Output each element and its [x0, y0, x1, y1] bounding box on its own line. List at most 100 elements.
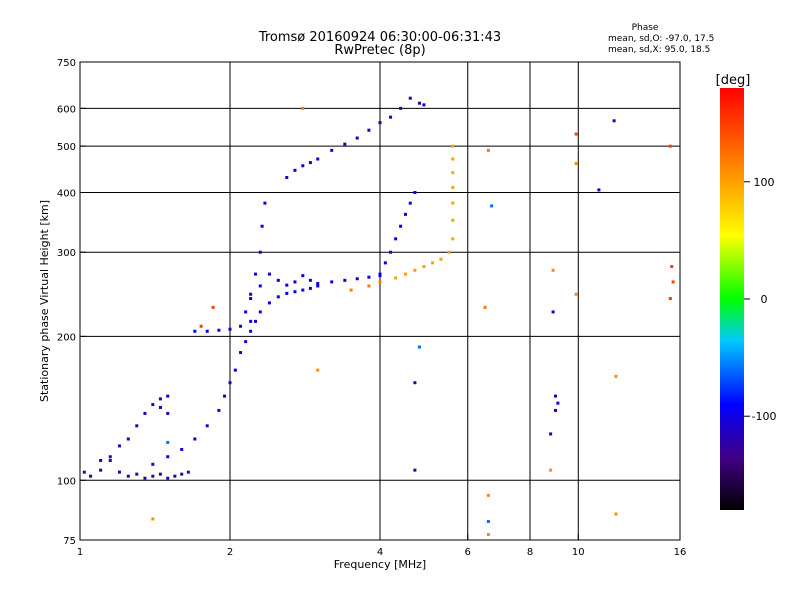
colorbar-label: [deg] [716, 73, 751, 88]
data-point [597, 188, 601, 192]
data-point [549, 432, 553, 436]
x-axis-label: Frequency [MHz] [334, 558, 426, 571]
data-point [258, 310, 262, 314]
data-point [451, 157, 455, 161]
data-point [417, 345, 421, 349]
data-point [394, 276, 398, 280]
y-tick-label: 300 [57, 248, 76, 259]
data-point [276, 278, 280, 282]
data-point [193, 437, 197, 441]
data-point [330, 280, 334, 284]
data-point [228, 327, 232, 331]
data-point [180, 447, 184, 451]
data-point [143, 476, 147, 480]
data-point [451, 185, 455, 189]
y-tick-label: 750 [57, 58, 76, 69]
data-point [151, 462, 155, 466]
data-point [378, 121, 382, 125]
y-axis: 75 100 200 300 400 500 600 750 [57, 58, 86, 547]
data-point [301, 274, 305, 278]
data-point [151, 474, 155, 478]
data-point [276, 295, 280, 299]
y-tick-label: 600 [57, 104, 76, 115]
data-point [258, 250, 262, 254]
x-tick-label: 16 [674, 547, 687, 558]
data-point [228, 381, 232, 385]
data-point [614, 374, 618, 378]
data-point [217, 328, 221, 332]
data-point [367, 128, 371, 132]
data-point [367, 284, 371, 288]
chart-title: Tromsø 20160924 06:30:00-06:31:43 [258, 30, 501, 45]
data-point [486, 533, 490, 537]
data-point [135, 472, 139, 476]
y-tick-label: 100 [57, 476, 76, 487]
colorbar-ticks: 100 0 -100 [744, 176, 776, 423]
data-point [668, 297, 672, 301]
stats-line-o: mean, sd,O: -97.0, 17.5 [608, 34, 714, 44]
data-point [367, 275, 371, 279]
data-point [285, 283, 289, 287]
data-point [205, 424, 209, 428]
data-point [308, 286, 312, 290]
y-tick-label: 75 [63, 536, 76, 547]
data-point [451, 201, 455, 205]
data-point [403, 212, 407, 216]
data-point [89, 474, 93, 478]
data-point [158, 397, 162, 401]
data-point [180, 472, 184, 476]
data-point [451, 218, 455, 222]
data-point [253, 272, 257, 276]
x-tick-label: 6 [465, 547, 471, 558]
y-tick-label: 500 [57, 142, 76, 153]
data-point [447, 250, 451, 254]
data-point [486, 148, 490, 152]
data-point [166, 476, 170, 480]
data-point [223, 394, 227, 398]
data-point [308, 161, 312, 165]
data-point [151, 403, 155, 407]
data-point [186, 470, 190, 474]
data-point [158, 405, 162, 409]
data-point [239, 324, 243, 328]
stats-line-x: mean, sd,X: 95.0, 18.5 [608, 45, 710, 55]
data-point [316, 368, 320, 372]
data-point [612, 119, 616, 123]
data-point [355, 136, 359, 140]
x-tick-label: 4 [377, 547, 383, 558]
data-point [166, 394, 170, 398]
data-point [451, 144, 455, 148]
data-point [668, 144, 672, 148]
data-point [293, 290, 297, 294]
data-point [486, 493, 490, 497]
data-point [117, 470, 121, 474]
colorbar-tick-label: 100 [754, 176, 775, 189]
data-point [158, 472, 162, 476]
data-point [389, 115, 393, 119]
y-tick-label: 200 [57, 332, 76, 343]
data-point [556, 401, 560, 405]
data-point [399, 224, 403, 228]
data-point [308, 278, 312, 282]
data-point [253, 319, 257, 323]
data-point [451, 237, 455, 241]
data-point [166, 411, 170, 415]
data-point [99, 468, 103, 472]
data-point [343, 278, 347, 282]
data-point [82, 470, 86, 474]
data-point [126, 474, 130, 478]
data-point [233, 368, 237, 372]
data-point [285, 291, 289, 295]
data-points [82, 96, 675, 537]
data-point [205, 329, 209, 333]
data-point [151, 517, 155, 521]
data-point [394, 237, 398, 241]
data-point [249, 319, 253, 323]
data-point [108, 455, 112, 459]
data-point [549, 468, 553, 472]
data-point [553, 394, 557, 398]
data-point [403, 272, 407, 276]
data-point [408, 201, 412, 205]
data-point [249, 292, 253, 296]
data-point [135, 424, 139, 428]
